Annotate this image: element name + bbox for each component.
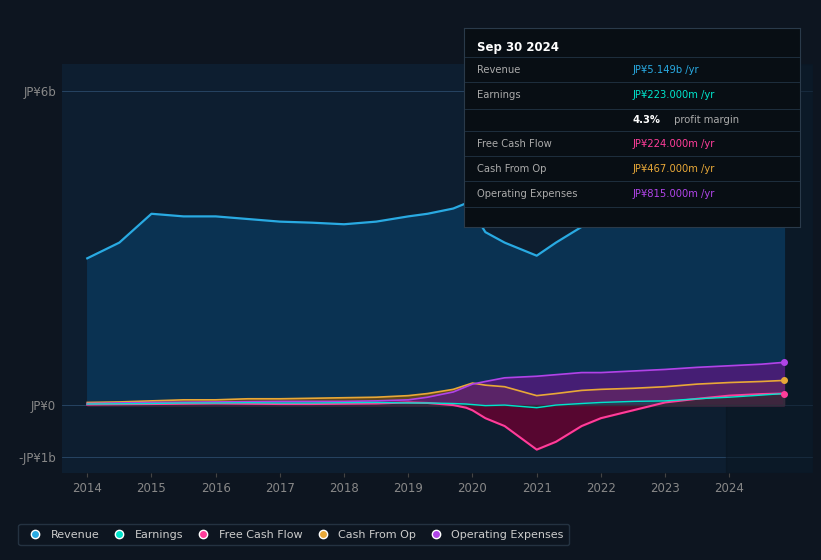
- Text: Sep 30 2024: Sep 30 2024: [477, 41, 559, 54]
- Text: JP¥815.000m /yr: JP¥815.000m /yr: [632, 189, 714, 199]
- Bar: [726, 64, 813, 473]
- Text: profit margin: profit margin: [671, 115, 739, 125]
- Text: 4.3%: 4.3%: [632, 115, 660, 125]
- Text: Free Cash Flow: Free Cash Flow: [477, 139, 552, 150]
- Legend: Revenue, Earnings, Free Cash Flow, Cash From Op, Operating Expenses: Revenue, Earnings, Free Cash Flow, Cash …: [18, 524, 570, 545]
- Text: Cash From Op: Cash From Op: [477, 164, 547, 174]
- Text: Revenue: Revenue: [477, 65, 521, 74]
- Text: Earnings: Earnings: [477, 90, 521, 100]
- Text: JP¥467.000m /yr: JP¥467.000m /yr: [632, 164, 714, 174]
- Text: Operating Expenses: Operating Expenses: [477, 189, 578, 199]
- Text: JP¥224.000m /yr: JP¥224.000m /yr: [632, 139, 714, 150]
- Text: JP¥5.149b /yr: JP¥5.149b /yr: [632, 65, 699, 74]
- Text: JP¥223.000m /yr: JP¥223.000m /yr: [632, 90, 714, 100]
